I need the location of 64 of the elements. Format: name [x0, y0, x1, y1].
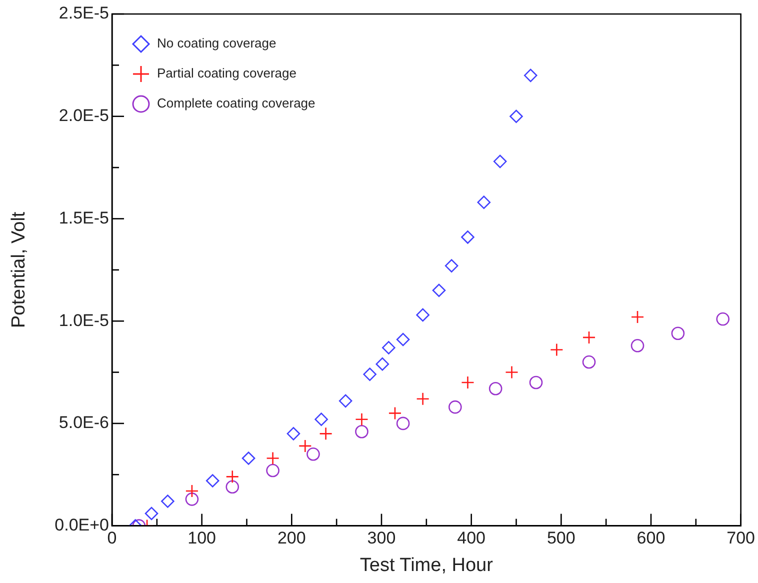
point [550, 343, 564, 356]
x-tick-label: 700 [726, 528, 756, 548]
point [582, 355, 596, 369]
point [242, 452, 256, 465]
x-tick-label: 0 [107, 528, 117, 548]
point [488, 382, 502, 396]
point [338, 394, 352, 408]
y-axis-title: Potential, Volt [8, 211, 30, 328]
point [477, 196, 491, 209]
x-tick-label: 200 [277, 528, 306, 548]
point [388, 406, 402, 420]
legend-label: Complete coating coverage [157, 96, 316, 111]
x-tick-label: 500 [546, 528, 576, 548]
x-axis-title: Test Time, Hour [360, 554, 494, 576]
point [376, 357, 390, 371]
point [630, 338, 644, 352]
point [319, 427, 332, 440]
point [226, 470, 240, 484]
point [161, 494, 174, 508]
point [416, 392, 430, 406]
point [298, 439, 312, 453]
point [286, 427, 300, 440]
y-tick-label: 0.0E+0 [54, 515, 109, 534]
point [448, 400, 462, 414]
point [416, 308, 430, 322]
legend-label: No coating coverage [157, 36, 276, 51]
y-tick-label: 1.5E-5 [58, 208, 109, 228]
y-tick-label: 1.0E-5 [58, 310, 109, 330]
point [363, 368, 376, 381]
x-tick-label: 600 [636, 528, 666, 548]
point [266, 464, 280, 478]
point [716, 312, 730, 326]
point [306, 448, 320, 461]
y-tick-label: 2.5E-5 [58, 4, 109, 23]
point [461, 376, 474, 390]
point [444, 259, 458, 272]
point [671, 326, 685, 340]
point [144, 506, 158, 520]
point [510, 110, 523, 124]
point [396, 416, 410, 430]
point [630, 310, 644, 324]
x-tick-label: 400 [457, 528, 486, 548]
point [314, 412, 328, 426]
x-tick-label: 300 [367, 528, 396, 548]
point [226, 480, 240, 494]
x-tick-label: 100 [188, 528, 216, 548]
point [505, 366, 518, 379]
point [266, 452, 280, 465]
point [461, 230, 474, 244]
point [355, 412, 368, 426]
point [529, 376, 543, 390]
point [382, 341, 396, 354]
legend-label: Partial coating coverage [157, 66, 296, 81]
point [493, 154, 507, 168]
point [355, 424, 368, 438]
point [185, 484, 199, 498]
point [206, 474, 220, 488]
point [582, 330, 596, 344]
point [185, 492, 199, 506]
point [396, 332, 410, 346]
y-tick-label: 2.0E-5 [58, 106, 109, 126]
y-tick-label: 5.0E-6 [58, 413, 109, 432]
point [432, 284, 446, 298]
point [524, 68, 538, 82]
